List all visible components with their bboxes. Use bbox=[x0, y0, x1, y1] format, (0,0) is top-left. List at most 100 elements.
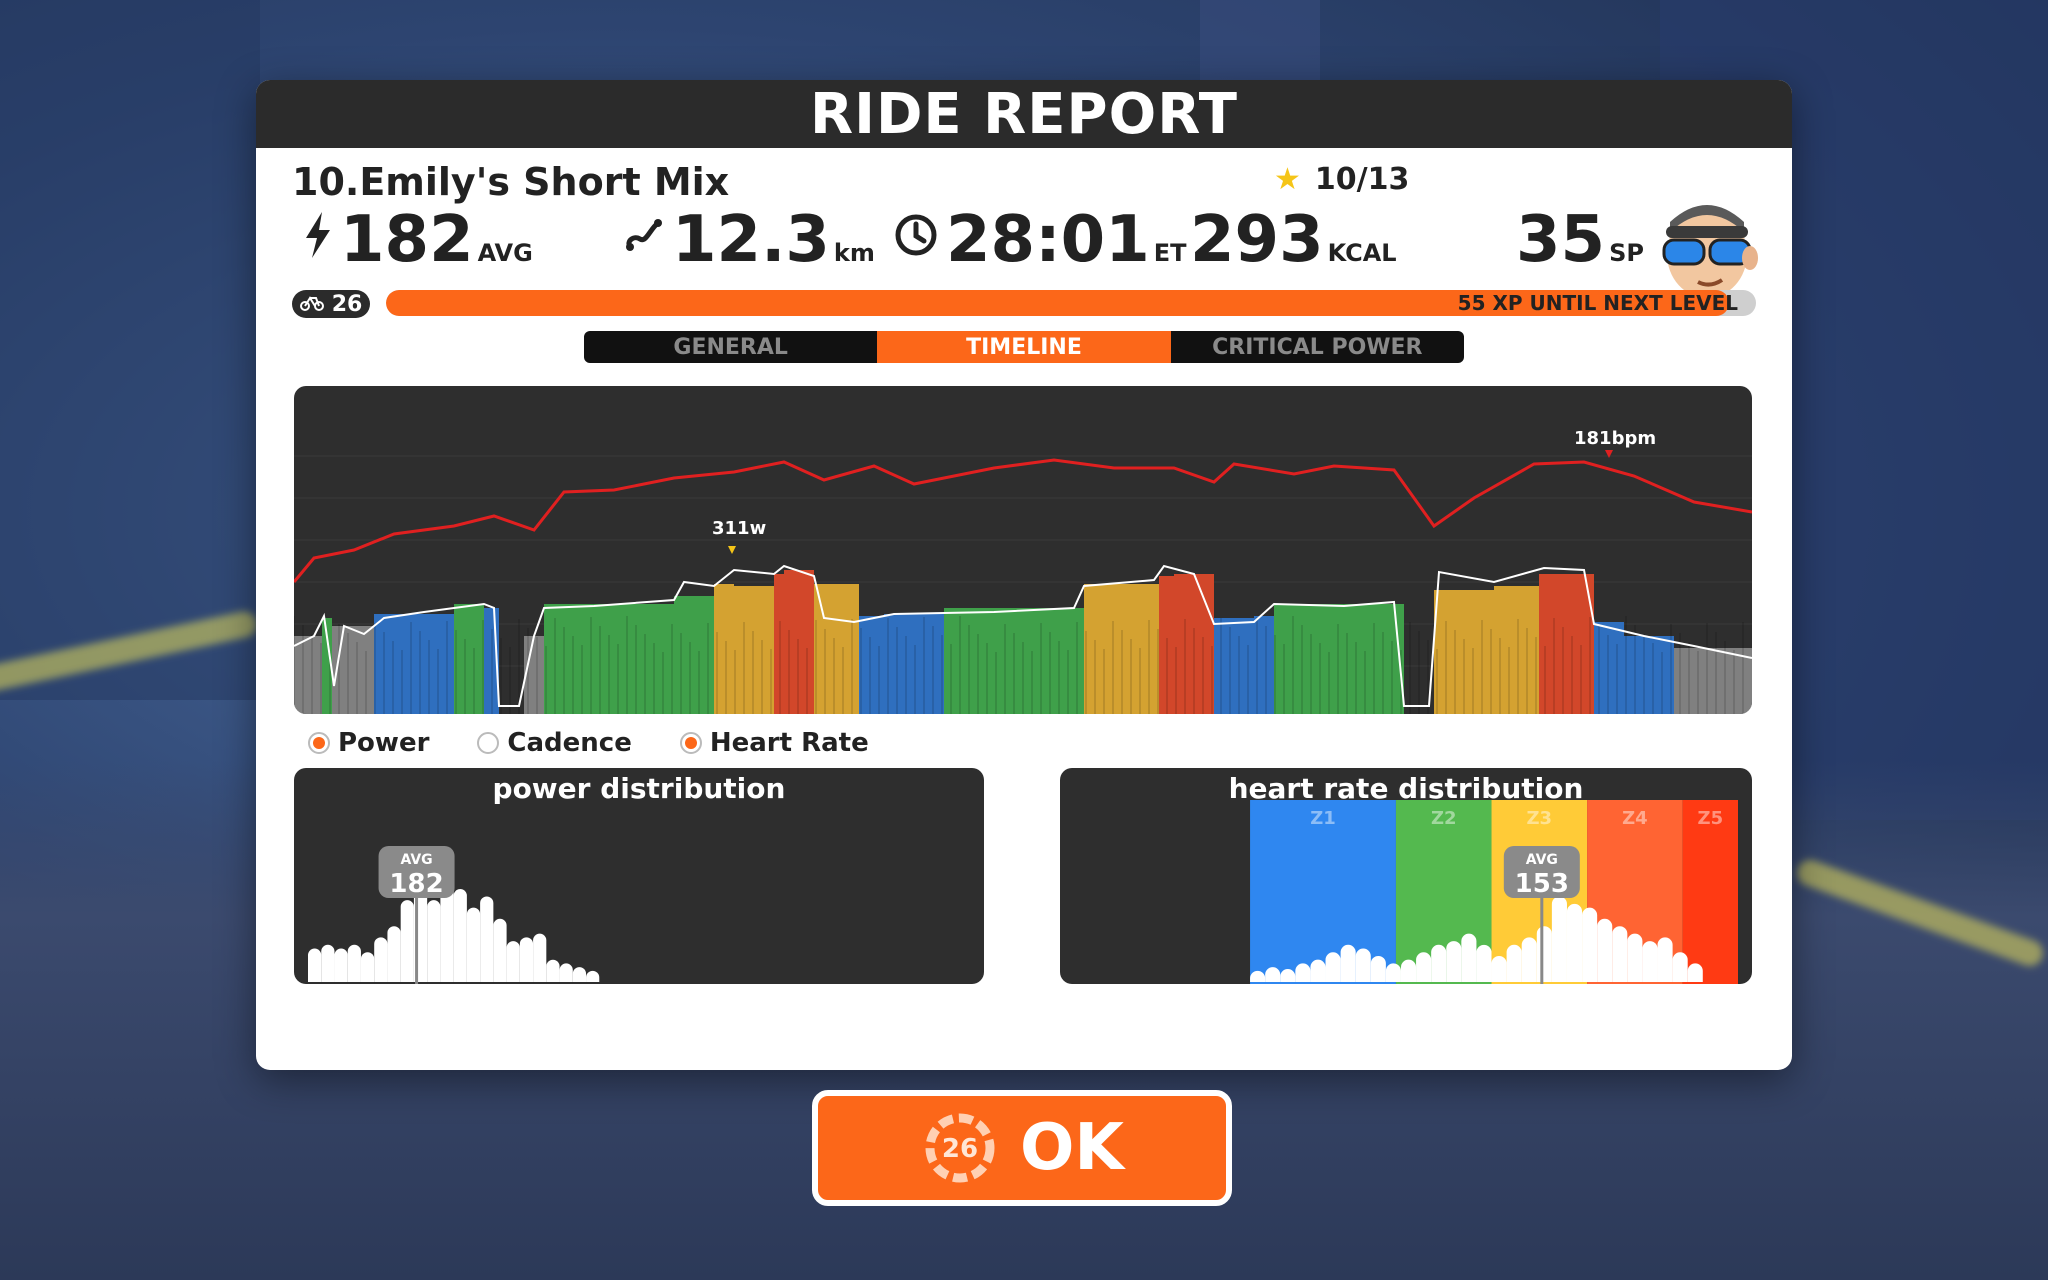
tab-general[interactable]: GENERAL bbox=[673, 334, 788, 360]
distribution-bar bbox=[1612, 926, 1628, 982]
timeline-power-segment bbox=[374, 614, 454, 714]
distribution-bar bbox=[1551, 896, 1567, 982]
timeline-power-segment bbox=[1674, 648, 1752, 714]
timeline-power-segment bbox=[1054, 608, 1084, 714]
distribution-bar bbox=[387, 926, 401, 982]
distribution-bar bbox=[519, 937, 534, 982]
legend-heart-rate-label: Heart Rate bbox=[709, 728, 869, 758]
hr-zone-label: Z5 bbox=[1698, 808, 1724, 829]
power-distribution-chart: power distribution AVG 182 bbox=[294, 768, 984, 984]
distribution-bar bbox=[321, 944, 335, 982]
stat-calories: 293 KCAL bbox=[1190, 208, 1397, 272]
distribution-bar bbox=[1355, 948, 1371, 982]
lightning-icon bbox=[304, 211, 332, 269]
avg-badge-value: 153 bbox=[1515, 869, 1569, 899]
distribution-bar bbox=[400, 900, 414, 982]
distribution-bar bbox=[493, 918, 507, 982]
stat-sport-points: 35 SP bbox=[1516, 208, 1644, 272]
legend-heart-rate-radio[interactable] bbox=[679, 732, 702, 754]
stat-power-value: 182 bbox=[340, 203, 474, 277]
distribution-bar bbox=[1687, 963, 1703, 982]
level-value: 26 bbox=[331, 291, 363, 317]
distribution-bar bbox=[1597, 918, 1613, 982]
legend-cadence-radio[interactable] bbox=[477, 732, 500, 754]
legend-cadence[interactable]: Cadence bbox=[477, 728, 632, 758]
timeline-hr-line bbox=[294, 458, 1752, 583]
hr-zone-band bbox=[1682, 800, 1738, 984]
distribution-bar bbox=[1657, 937, 1673, 982]
stat-power-unit: AVG bbox=[477, 239, 533, 267]
avatar bbox=[1652, 192, 1762, 302]
timeline-chart: 181bpm 311w bbox=[294, 386, 1752, 714]
ok-label: OK bbox=[1020, 1111, 1124, 1185]
timeline-power-segment bbox=[1159, 576, 1174, 714]
route-icon bbox=[624, 215, 664, 266]
timeline-power-segment bbox=[714, 584, 734, 714]
timeline-power-segment bbox=[1434, 590, 1494, 714]
avg-badge-value: 182 bbox=[389, 869, 443, 899]
distribution-bar bbox=[1310, 959, 1326, 982]
stat-calories-unit: KCAL bbox=[1327, 239, 1397, 267]
distribution-bar bbox=[347, 944, 361, 982]
distribution-bar bbox=[334, 948, 348, 982]
distribution-bar bbox=[374, 937, 388, 982]
ok-level-text: 26 bbox=[942, 1134, 978, 1164]
distribution-bar bbox=[1627, 933, 1643, 982]
distribution-bar bbox=[453, 889, 467, 982]
avg-badge-label: AVG bbox=[1526, 852, 1558, 868]
distribution-bar bbox=[1446, 941, 1462, 982]
distribution-bar bbox=[427, 900, 441, 982]
timeline-power-segment bbox=[784, 570, 814, 714]
legend-power[interactable]: Power bbox=[308, 728, 429, 758]
hr-zone-label: Z3 bbox=[1527, 808, 1553, 829]
stat-distance-unit: km bbox=[833, 239, 875, 267]
clock-icon bbox=[894, 213, 938, 268]
stat-time-value: 28:01 bbox=[946, 203, 1150, 277]
avg-badge bbox=[1503, 846, 1580, 898]
distribution-bar bbox=[1325, 952, 1341, 982]
hr-distribution-chart: heart rate distribution Z1 Z2 Z3 Z4 Z5 AVG 153 bbox=[1060, 768, 1752, 984]
distribution-bar bbox=[1506, 944, 1522, 982]
tab-critical-power[interactable]: CRITICAL POWER bbox=[1212, 334, 1423, 360]
timeline-power-segment bbox=[544, 604, 674, 714]
legend-heart-rate[interactable]: Heart Rate bbox=[679, 728, 869, 758]
star-icon: ★ bbox=[1274, 162, 1301, 197]
distribution-bar bbox=[533, 933, 547, 982]
timeline-power-segment bbox=[1594, 622, 1624, 714]
report-tabs: GENERAL TIMELINE CRITICAL POWER bbox=[584, 331, 1464, 363]
level-ring-icon: 26 bbox=[920, 1108, 1000, 1188]
panel-title: RIDE REPORT bbox=[809, 81, 1239, 147]
xp-progress-bar: 55 XP UNTIL NEXT LEVEL bbox=[386, 290, 1756, 316]
distribution-bar bbox=[480, 896, 494, 982]
distribution-bar bbox=[1265, 967, 1281, 982]
distribution-bar bbox=[1566, 903, 1583, 982]
distribution-bar bbox=[1370, 955, 1386, 982]
distribution-bar bbox=[1521, 937, 1537, 982]
hr-zone-band bbox=[1250, 800, 1396, 984]
legend-power-radio[interactable] bbox=[308, 732, 330, 754]
max-power-label: 311w bbox=[712, 518, 766, 539]
stat-time: 28:01 ET bbox=[894, 208, 1186, 272]
distribution-bar bbox=[1642, 941, 1658, 982]
distribution-bar bbox=[1672, 952, 1688, 982]
max-hr-marker bbox=[1605, 450, 1613, 458]
distribution-bar bbox=[440, 877, 454, 982]
distribution-bar bbox=[1340, 944, 1356, 982]
legend-cadence-label: Cadence bbox=[507, 728, 632, 758]
timeline-power-segment bbox=[322, 618, 332, 714]
tab-timeline[interactable]: TIMELINE bbox=[877, 331, 1171, 363]
avg-badge bbox=[378, 846, 455, 898]
ok-button[interactable]: 26 OK bbox=[812, 1090, 1232, 1206]
hr-zone-label: Z2 bbox=[1431, 808, 1457, 829]
chart-legend: Power Cadence Heart Rate bbox=[308, 728, 869, 758]
distribution-bar bbox=[466, 907, 481, 982]
stat-time-unit: ET bbox=[1153, 239, 1187, 267]
stat-sp-value: 35 bbox=[1516, 203, 1606, 277]
timeline-svg: 181bpm 311w bbox=[294, 428, 1752, 714]
timeline-power-segment bbox=[944, 608, 1054, 714]
timeline-power-segment bbox=[1254, 616, 1274, 714]
timeline-power-segment bbox=[1274, 604, 1404, 714]
max-hr-label: 181bpm bbox=[1574, 428, 1656, 449]
